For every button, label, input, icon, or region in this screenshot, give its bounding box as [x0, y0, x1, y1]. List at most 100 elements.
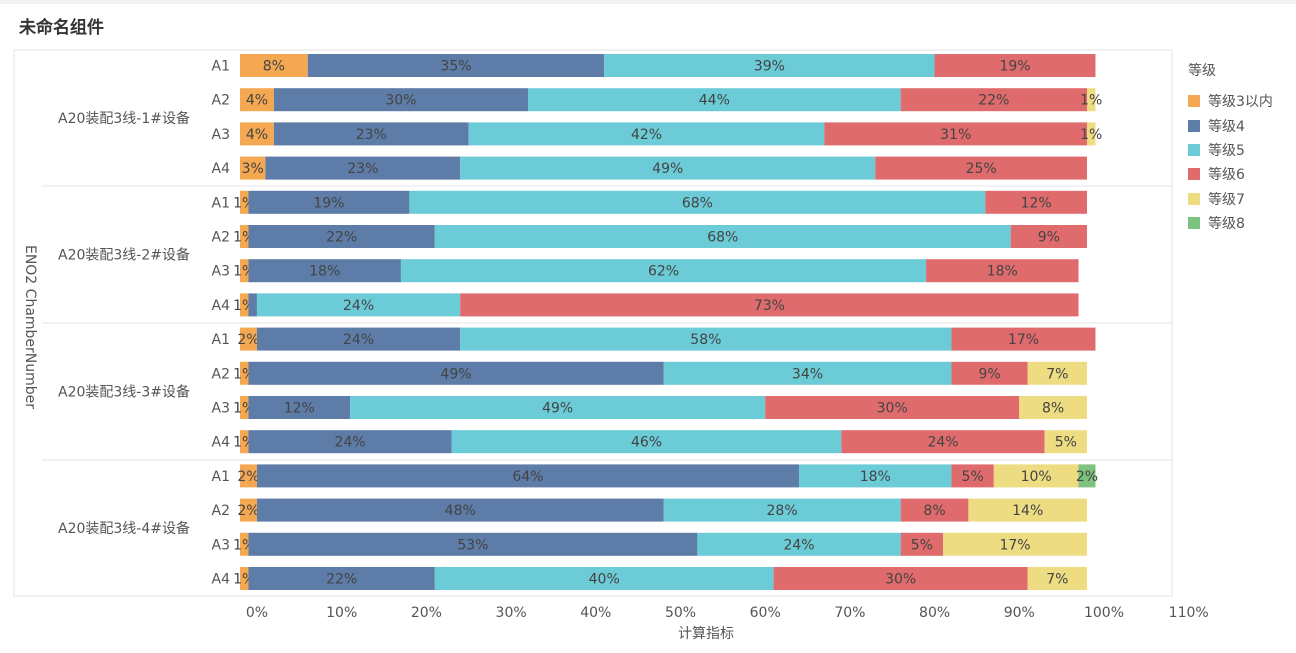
data-label: 2% — [237, 332, 259, 348]
legend-title: 等级 — [1188, 63, 1216, 79]
bar-segment — [307, 54, 605, 77]
bar-segment — [434, 567, 774, 590]
bar-segment — [527, 88, 901, 112]
data-label: 44% — [699, 93, 730, 109]
legend-item-label: 等级7 — [1208, 191, 1245, 208]
data-label: 12% — [1021, 195, 1052, 211]
row-label: A4 — [212, 298, 231, 314]
data-label: 34% — [792, 366, 823, 382]
bar-segment — [248, 225, 435, 248]
data-label: 24% — [783, 537, 814, 553]
bar-segment — [248, 567, 435, 590]
data-label: 7% — [1046, 572, 1068, 588]
data-label: 31% — [940, 127, 971, 143]
data-label: 10% — [1021, 469, 1052, 485]
legend-swatch — [1188, 168, 1200, 181]
legend-item[interactable]: 等级7 — [1188, 187, 1273, 211]
bar-segment — [934, 54, 1096, 77]
bar-segment — [240, 396, 249, 419]
legend-item[interactable]: 等级6 — [1188, 162, 1273, 186]
data-label: 42% — [631, 127, 662, 143]
data-label: 3% — [242, 161, 264, 177]
bar-segment — [256, 464, 800, 488]
data-label: 14% — [1012, 503, 1043, 519]
data-label: 35% — [440, 59, 471, 75]
row-label: A1 — [212, 195, 230, 211]
bar-segment — [985, 190, 1087, 214]
bar-segment — [799, 464, 952, 488]
data-label: 64% — [512, 469, 543, 485]
bar-segment — [248, 532, 698, 556]
x-tick-label: 100% — [1084, 605, 1124, 621]
legend-item-label: 等级3以内 — [1208, 94, 1273, 111]
bar-segment — [697, 532, 901, 556]
bar-segment — [256, 293, 461, 317]
bar-segment — [256, 498, 664, 522]
data-label: 19% — [999, 59, 1030, 75]
group-label: A20装配3线-3#设备 — [58, 384, 190, 401]
bar-segment — [240, 293, 249, 317]
bar-segment — [240, 156, 266, 180]
data-label: 2% — [237, 469, 259, 485]
data-label: 2% — [237, 503, 259, 519]
bar-segment — [951, 464, 994, 488]
bar-segment — [434, 225, 1011, 248]
data-label: 22% — [978, 93, 1009, 109]
bar-segment — [460, 293, 1079, 317]
bar-segment — [273, 88, 528, 112]
x-tick-label: 90% — [1004, 605, 1035, 621]
group-label: A20装配3线-2#设备 — [58, 247, 190, 264]
row-label: A3 — [212, 264, 230, 280]
data-label: 8% — [1042, 401, 1064, 417]
bar-segment — [400, 259, 927, 283]
data-label: 22% — [326, 230, 357, 246]
data-label: 68% — [682, 195, 713, 211]
bar-segment — [409, 190, 986, 214]
data-label: 40% — [589, 572, 620, 588]
bar-segment — [240, 464, 257, 488]
legend-item[interactable]: 等级5 — [1188, 138, 1273, 162]
data-label: 1% — [1080, 127, 1102, 143]
bar-segment — [248, 361, 664, 385]
row-label: A2 — [212, 503, 230, 519]
bar-segment — [248, 293, 257, 317]
bar-segment — [663, 361, 952, 385]
row-label: A2 — [212, 230, 230, 246]
row-label: A2 — [212, 93, 230, 109]
legend-swatch — [1188, 143, 1200, 156]
bar-segment — [240, 88, 274, 112]
data-label: 49% — [542, 401, 573, 417]
legend-swatch — [1188, 192, 1200, 205]
row-label: A3 — [212, 127, 230, 143]
data-label: 12% — [284, 401, 315, 417]
widget-title: 未命名组件 — [19, 18, 104, 38]
data-label: 73% — [754, 298, 785, 314]
bar-segment — [240, 327, 257, 351]
data-label: 39% — [754, 59, 785, 75]
data-label: 18% — [309, 264, 340, 280]
x-tick-label: 40% — [580, 605, 611, 621]
x-tick-label: 80% — [919, 605, 950, 621]
x-tick-label: 0% — [246, 605, 268, 621]
legend-swatch — [1188, 95, 1200, 108]
bar-segment — [350, 396, 766, 419]
bar-segment — [248, 190, 410, 214]
data-label: 46% — [631, 435, 662, 451]
legend-item[interactable]: 等级8 — [1188, 211, 1273, 235]
bar-segment — [824, 122, 1087, 146]
bar-segment — [951, 361, 1028, 385]
bar-segment — [240, 54, 308, 77]
legend-item[interactable]: 等级4 — [1188, 113, 1273, 137]
data-label: 23% — [347, 161, 378, 177]
data-label: 4% — [246, 127, 268, 143]
data-label: 5% — [1055, 435, 1077, 451]
data-label: 9% — [978, 366, 1000, 382]
data-label: 5% — [962, 469, 984, 485]
data-label: 5% — [911, 537, 933, 553]
row-label: A3 — [212, 537, 230, 553]
legend-item[interactable]: 等级3以内 — [1188, 89, 1273, 113]
data-label: 17% — [999, 537, 1030, 553]
legend-item-label: 等级4 — [1208, 118, 1245, 135]
bar-segment — [604, 54, 935, 77]
